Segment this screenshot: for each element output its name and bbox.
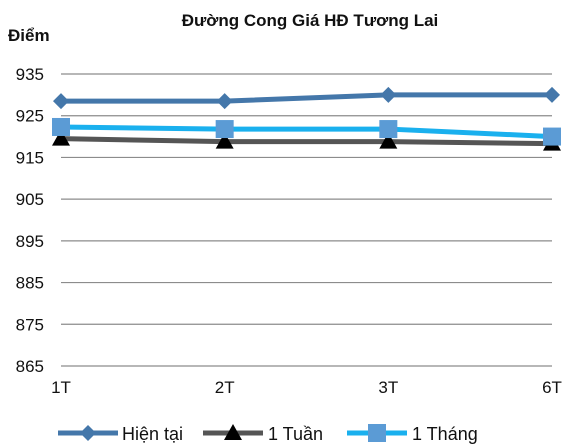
data-point	[544, 86, 560, 103]
y-tick-label: 925	[16, 107, 44, 126]
series-line	[60, 124, 553, 140]
chart-title: Đường Cong Giá HĐ Tương Lai	[182, 11, 439, 30]
x-tick-label: 6T	[542, 378, 562, 397]
x-tick-label: 2T	[215, 378, 235, 397]
series-diamond	[53, 86, 560, 110]
legend-marker	[368, 424, 386, 442]
legend-label: Hiện tại	[122, 424, 183, 444]
x-tick-label: 3T	[378, 378, 398, 397]
legend: Hiện tại 1 Tuần 1 Tháng	[58, 424, 478, 444]
series-group	[52, 86, 561, 151]
legend-label: 1 Tuần	[268, 424, 323, 444]
data-point	[215, 120, 234, 139]
y-tick-label: 885	[16, 274, 44, 293]
data-point	[215, 132, 234, 149]
legend-item: Hiện tại	[58, 424, 183, 444]
series-line	[61, 92, 552, 104]
series-triangle	[52, 129, 561, 151]
legend-marker	[80, 425, 96, 441]
data-point	[52, 117, 70, 136]
legend-marker	[224, 424, 242, 440]
data-point	[53, 93, 69, 110]
x-axis-ticks: 1T 2T 3T 6T	[51, 378, 562, 397]
data-point	[52, 129, 70, 146]
gridlines	[61, 73, 552, 367]
legend-item: 1 Tháng	[347, 424, 478, 444]
y-axis-label: Điểm	[8, 26, 50, 45]
data-point	[543, 127, 561, 146]
data-point	[216, 93, 233, 110]
y-tick-label: 865	[16, 357, 44, 376]
y-tick-label: 895	[16, 232, 44, 251]
data-point	[379, 120, 398, 139]
data-point	[380, 86, 397, 103]
y-tick-label: 875	[16, 315, 44, 334]
y-tick-label: 935	[16, 65, 44, 84]
legend-label: 1 Tháng	[412, 424, 478, 444]
y-tick-label: 905	[16, 190, 44, 209]
y-axis-ticks: 865 875 885 895 905 915 925 935	[16, 65, 44, 376]
data-point	[379, 132, 398, 149]
legend-item: 1 Tuần	[203, 424, 323, 444]
series-square	[52, 117, 561, 146]
y-tick-label: 915	[16, 148, 44, 167]
series-line	[60, 136, 553, 147]
x-tick-label: 1T	[51, 378, 71, 397]
